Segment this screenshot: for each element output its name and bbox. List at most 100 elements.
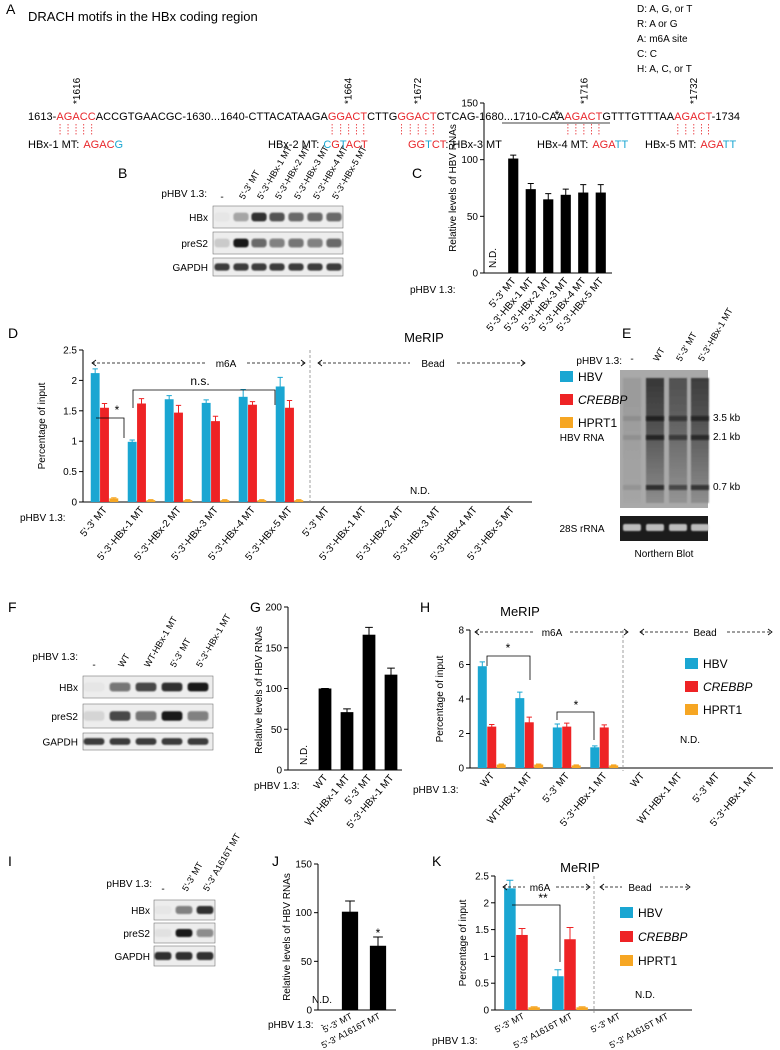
annotation: n.s. [190,374,209,388]
mutant-part: AGA [592,139,616,151]
bar [562,726,572,768]
mutant-part: HBx-4 MT: [537,139,588,151]
error-bar [111,497,117,500]
legend-label: HPRT1 [638,954,677,968]
band [161,711,183,721]
blot-row-label: preS2 [123,929,150,940]
sequence-segment: AGACT [674,111,712,123]
legend-swatch [620,907,633,918]
mutant-part: HBx-1 MT: [28,139,79,151]
band [288,263,304,271]
nd-label: N.D. [488,248,499,268]
mutant-part: CT [432,139,447,151]
row-label: pHBV 1.3: [432,1036,478,1047]
band [214,213,229,222]
error-bar [286,399,293,416]
sequence-segment: GGACT [397,111,437,123]
band [155,906,172,914]
bar [564,939,576,1010]
band [326,263,342,271]
row-label: pHBV 1.3: [106,879,152,890]
rrna-band [623,524,641,531]
mutant-part: GG [408,139,425,151]
y-tick-label: 4 [458,695,464,706]
group-label: Bead [693,628,716,639]
gel-smear [691,378,709,503]
band [175,952,193,960]
y-tick-label: 6 [458,660,464,671]
y-tick-label: 2 [71,376,77,387]
blot-row-label: HBx [131,906,150,917]
error-bar [554,969,562,984]
band [196,952,214,960]
band [135,682,157,692]
mutant-part: AGAC [83,139,114,151]
sequence: 1613-AGACCACCGTGAACGC-1630...1640-CTTACA… [28,111,740,123]
y-tick-label: 2.5 [475,872,489,883]
annotation: * [506,641,511,655]
y-tick-label: 50 [467,212,479,223]
sequence-segment: CTTG [367,111,397,123]
bar [516,934,528,1010]
band [269,212,285,222]
mutant-part: T [425,139,432,151]
band [251,212,267,222]
mutant-part: G [331,139,340,151]
annotation-bracket [96,417,125,438]
mutant-part: HBx-2 MT: [268,139,319,151]
mutant-part: AGA [700,139,724,151]
gel-band [669,435,687,440]
blot-row-label: HBx [189,213,208,224]
x-tick-label: - [321,1020,324,1030]
gel-smear [669,378,687,503]
bar [528,1007,540,1010]
bar [609,765,619,768]
nd-label: N.D. [299,745,310,765]
band [84,683,105,692]
size-marker: 0.7 kb [713,482,741,493]
gel-band [669,485,687,490]
legend-label: HBV [703,657,728,671]
legend-label: HPRT1 [703,703,742,717]
mutant: HBx-4 MT: AGATT [537,139,628,151]
y-tick-label: 0 [472,269,478,280]
rrna-band [691,524,709,531]
lane-label: - [220,192,223,203]
band [233,238,249,248]
error-bar [580,184,587,201]
arrow-head [599,883,605,891]
panel-label: H [420,599,430,615]
mutant-part: ACT [346,139,368,151]
legend-swatch [560,394,573,405]
error-bar [545,193,552,206]
blot-caption: Northern Blot [635,549,694,560]
y-tick-label: 1.5 [475,925,489,936]
mutant-part: HBx-3 MT [452,139,502,151]
y-tick-label: 150 [461,99,478,110]
gel-band [646,435,664,440]
panel-label: G [250,599,261,615]
legend-label: CREBBP [703,680,752,694]
group-label: m6A [530,883,551,894]
error-bar [249,401,256,409]
annotation: * [115,403,120,417]
motif-key: H: A, C, or T [637,64,692,75]
group-label: Bead [421,359,444,370]
band [83,711,105,721]
legend-swatch [685,681,698,692]
mutant: GGTCT: HBx-3 MT [408,139,502,151]
blot-row-label: 28S rRNA [559,524,604,535]
blot-row-label: HBx [59,683,78,694]
band [307,263,323,271]
y-axis-label: Percentage of input [37,382,48,469]
legend-label: CREBBP [578,393,627,407]
gel-band [691,416,709,421]
mutant-part: TT [723,139,737,151]
legend-swatch [685,658,698,669]
blot-row-label: preS2 [51,712,78,723]
mutant-part: : [445,139,448,151]
error-bar [185,499,191,502]
site-label: *1732 [689,77,700,104]
band [233,263,249,271]
y-axis-label: Relative levels of HBV RNAs [254,626,265,754]
